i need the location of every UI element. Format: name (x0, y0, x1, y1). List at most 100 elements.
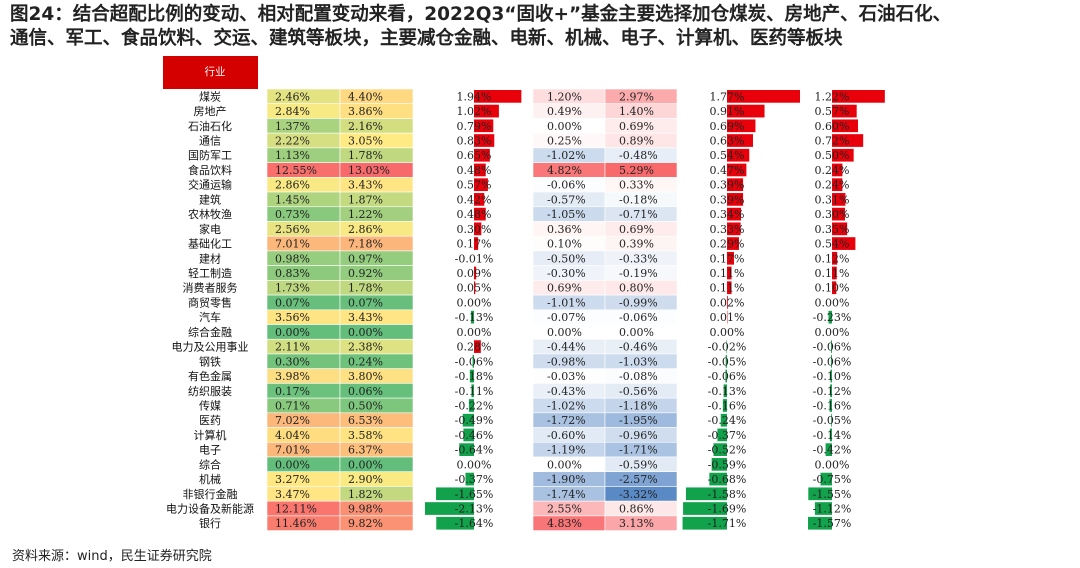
row-industry: 综合金融 (188, 325, 232, 339)
value-rel-change: -0.06% (813, 355, 852, 368)
value-rel-change: -0.10% (813, 370, 852, 383)
value-alloc-q2: 7.01% (275, 238, 310, 251)
value-over-q3: -2.57% (619, 473, 658, 486)
bar-alloc-change (469, 369, 474, 383)
value-alloc-q3: 2.86% (348, 223, 383, 236)
value-alloc-q2: 3.47% (275, 488, 310, 501)
value-alloc-change: 0.79% (457, 120, 492, 133)
value-alloc-q3: 0.97% (348, 252, 383, 265)
bar-over-change (727, 90, 800, 103)
table-row (266, 103, 857, 119)
table-row (266, 235, 856, 252)
value-over-q3: -0.33% (619, 252, 658, 265)
bar-rel-change (831, 340, 832, 353)
value-rel-change: -1.12% (813, 503, 852, 516)
row-industry: 计算机 (194, 428, 227, 442)
row-industry: 消费者服务 (183, 281, 238, 295)
value-over-q2: 0.25% (547, 135, 582, 148)
value-alloc-q3: 1.78% (348, 149, 383, 162)
value-alloc-change: 0.42% (457, 193, 492, 206)
bar-alloc-change (474, 104, 499, 118)
bar-over-change (709, 472, 727, 486)
bar-over-change (713, 443, 727, 456)
value-over-change: 0.47% (710, 164, 745, 177)
bar-rel-change (830, 384, 832, 398)
table-row (266, 250, 838, 266)
value-over-q2: -0.43% (547, 385, 586, 398)
value-alloc-q2: 3.27% (275, 473, 310, 486)
value-alloc-change: -1.65% (455, 488, 494, 501)
value-over-change: 0.33% (710, 223, 745, 236)
bar-over-change (727, 281, 732, 295)
value-alloc-change: -0.37% (455, 473, 494, 486)
row-industry: 有色金属 (188, 369, 232, 383)
value-over-q2: -0.57% (547, 193, 586, 206)
bar-over-change (727, 296, 728, 309)
bar-alloc-change (474, 237, 479, 250)
table-row (266, 118, 858, 134)
value-over-change: -0.02% (708, 341, 747, 354)
value-alloc-q2: 2.84% (275, 105, 310, 118)
table-row (266, 338, 832, 355)
value-over-change: -0.37% (708, 429, 747, 442)
bar-rel-change (828, 310, 832, 324)
value-alloc-q3: 0.06% (348, 385, 383, 398)
value-over-q3: -1.71% (619, 444, 658, 457)
value-over-q2: 0.49% (547, 105, 582, 118)
bar-rel-change (832, 163, 843, 177)
value-alloc-q2: 3.56% (275, 311, 310, 324)
bar-rel-change (832, 134, 864, 147)
value-alloc-q3: 3.86% (348, 105, 383, 118)
value-alloc-q2: 7.01% (275, 444, 310, 457)
header-band-0 (163, 56, 258, 89)
value-alloc-q3: 9.98% (348, 503, 383, 516)
row-industry: 农林牧渔 (188, 207, 232, 221)
value-rel-change: 0.72% (815, 135, 850, 148)
bar-rel-change (832, 90, 885, 103)
bar-alloc-change (425, 502, 474, 515)
value-over-q3: -0.48% (619, 149, 658, 162)
value-alloc-change: -0.13% (455, 311, 494, 324)
value-rel-change: 0.60% (815, 120, 850, 133)
bar-rel-change (832, 266, 837, 280)
bar-alloc-change (474, 266, 477, 280)
value-over-change: 0.11% (710, 282, 745, 295)
source-note: 资料来源：wind，民生证券研究院 (12, 549, 212, 564)
value-alloc-q2: 11.46% (275, 517, 317, 530)
value-over-q3: -1.95% (619, 414, 658, 427)
bar-rel-change (832, 193, 846, 206)
bar-alloc-change (472, 354, 474, 368)
value-over-q3: -0.06% (619, 311, 658, 324)
value-over-q3: -0.18% (619, 193, 658, 206)
value-over-q2: -1.72% (547, 414, 586, 427)
value-over-q2: 0.00% (547, 120, 582, 133)
table-row (266, 191, 846, 208)
value-over-q2: -1.01% (547, 296, 586, 309)
row-industry: 通信 (199, 135, 221, 148)
value-alloc-q3: 7.18% (348, 238, 383, 251)
table-row (266, 280, 837, 296)
value-over-q3: 3.13% (619, 517, 654, 530)
cell-alloc-q3 (339, 515, 414, 531)
value-rel-change: 0.54% (815, 238, 850, 251)
bar-alloc-change (474, 90, 522, 103)
table-row (266, 515, 832, 531)
bar-rel-change (832, 104, 857, 118)
row-industry: 家电 (199, 222, 221, 236)
header-rel-2: 相对:2022Q3 (833, 73, 900, 86)
value-over-change: -1.71% (708, 517, 747, 530)
bar-rel-change (832, 148, 854, 162)
value-alloc-q2: 0.30% (275, 355, 310, 368)
value-alloc-q2: 0.00% (275, 458, 310, 471)
value-over-q3: 0.89% (619, 135, 654, 148)
table-row (266, 265, 837, 281)
value-alloc-q3: 3.43% (348, 179, 383, 192)
bar-rel-change (831, 413, 832, 427)
value-alloc-q2: 0.83% (275, 267, 310, 280)
value-rel-change: 0.00% (815, 326, 850, 339)
value-rel-change: 0.11% (815, 267, 850, 280)
value-alloc-q2: 2.56% (275, 223, 310, 236)
bar-over-change (685, 487, 727, 501)
table-row (266, 309, 832, 325)
table-row (266, 88, 885, 105)
